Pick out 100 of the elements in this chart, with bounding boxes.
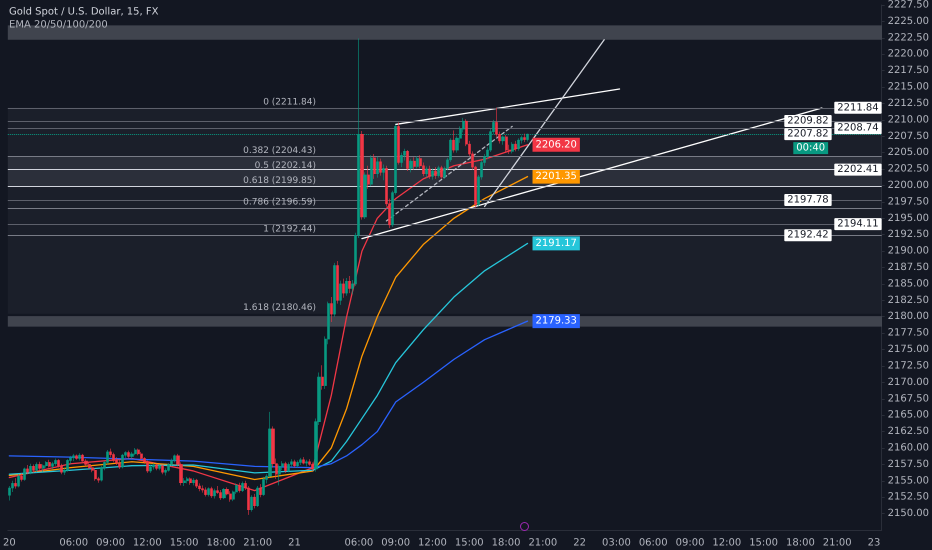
ref-line-label: 2209.82: [787, 116, 829, 127]
candlestick: [342, 278, 345, 298]
candlestick: [367, 165, 370, 190]
x-tick-label: 09:00: [676, 538, 704, 548]
candlestick: [195, 478, 198, 488]
y-tick-label: 2182.50: [888, 294, 930, 306]
x-tick-label: 06:00: [344, 538, 374, 548]
candlestick: [376, 156, 379, 178]
candlestick: [20, 472, 23, 482]
candlestick: [192, 478, 195, 486]
candlestick: [29, 463, 32, 475]
candlestick: [78, 452, 81, 461]
data-label: 2206.20: [536, 139, 577, 150]
x-tick-label: 15:00: [454, 538, 484, 548]
candlestick: [299, 458, 302, 466]
candlestick: [198, 483, 201, 492]
line-series: [8, 320, 528, 468]
candlestick: [88, 462, 91, 470]
candlestick: [379, 158, 382, 176]
chart-title: Gold Spot / U.S. Dollar, 15, FX: [9, 6, 159, 18]
candlestick: [256, 486, 259, 508]
candlestick: [336, 260, 339, 304]
candlestick: [204, 487, 207, 497]
annotation: 0 (2211.84): [263, 97, 316, 108]
x-tick-label: 09:00: [381, 538, 410, 548]
text: EMA 20/50/100/200: [9, 20, 108, 30]
candlestick: [207, 487, 210, 497]
candlestick: [152, 462, 155, 470]
y-tick-label: 2152.50: [888, 492, 930, 503]
y-tick-label: 2177.50: [888, 328, 930, 339]
y-tick-label: 2150.00: [888, 508, 930, 520]
ref-line-label: 2202.41: [837, 164, 879, 176]
ref-line-label: 2197.78: [787, 194, 829, 206]
candlestick: [48, 459, 51, 468]
y-tick-label: 2222.50: [888, 32, 930, 44]
y-tick-label: 2185.00: [888, 278, 930, 290]
x-tick-label: 15:00: [170, 538, 199, 548]
data-label: 2191.17: [536, 238, 577, 249]
candlestick: [189, 477, 192, 486]
candlestick: [118, 459, 121, 470]
y-tick-label: 2175.00: [888, 344, 930, 356]
annotation: 0.618 (2199.85): [243, 176, 316, 186]
x-tick-label: 21:00: [528, 538, 558, 548]
x-tick-label: 12:00: [418, 538, 447, 548]
x-tick-label: 18:00: [786, 538, 815, 548]
candlestick: [348, 276, 351, 294]
candlestick: [330, 296, 333, 322]
y-tick-label: 2197.50: [888, 196, 930, 208]
x-tick-label: 12:00: [132, 538, 162, 548]
y-tick-label: 2155.00: [888, 475, 930, 486]
x-tick-label: 09:00: [96, 538, 125, 548]
candlestick: [278, 464, 281, 486]
candlestick: [115, 456, 118, 466]
candlestick: [437, 165, 440, 178]
candlestick: [339, 280, 342, 306]
candlestick: [517, 138, 520, 151]
candlestick: [158, 464, 161, 471]
x-tick-label: 23: [868, 538, 880, 548]
y-tick-label: 2215.00: [888, 82, 930, 93]
candlestick: [219, 490, 222, 500]
candlestick: [452, 130, 455, 153]
candlestick: [161, 464, 164, 475]
candlestick: [140, 452, 143, 460]
candlestick: [229, 490, 232, 502]
x-tick-label: 21:00: [243, 538, 272, 548]
annotation: 00:40: [796, 142, 826, 154]
x-tick-label: 21:00: [822, 538, 852, 548]
candlestick: [45, 460, 48, 468]
candlestick: [400, 152, 403, 168]
candlestick: [66, 458, 69, 472]
candlestick: [360, 130, 364, 220]
candlestick: [345, 278, 348, 296]
candlestick: [382, 164, 385, 181]
candlestick: [287, 462, 290, 473]
ref-line-label: 2194.11: [837, 218, 879, 230]
candlestick: [428, 165, 431, 180]
candlestick: [26, 464, 29, 475]
candlestick: [32, 464, 35, 474]
candlestick: [333, 262, 336, 318]
candlestick: [112, 452, 115, 463]
y-tick-label: 2225.00: [888, 16, 930, 27]
candlestick: [373, 154, 376, 180]
candlestick: [94, 468, 97, 482]
line-series: [8, 242, 528, 475]
x-tick-label: 12:00: [712, 538, 742, 548]
candlestick: [127, 450, 130, 459]
y-tick-label: 2170.00: [888, 376, 930, 388]
ref-line-label: 2207.82: [787, 128, 829, 140]
candlestick: [213, 488, 216, 499]
y-tick-label: 2160.00: [888, 442, 930, 454]
ref-line-label: 2208.74: [837, 122, 879, 134]
candlestick: [210, 486, 213, 498]
candlestick: [173, 454, 176, 463]
candlestick: [370, 154, 373, 186]
candlestick: [253, 494, 256, 509]
candlestick: [130, 452, 134, 459]
candlestick: [241, 481, 244, 492]
candlestick: [51, 461, 54, 470]
y-tick-label: 2157.50: [888, 458, 930, 470]
y-tick-label: 2165.00: [888, 410, 930, 421]
